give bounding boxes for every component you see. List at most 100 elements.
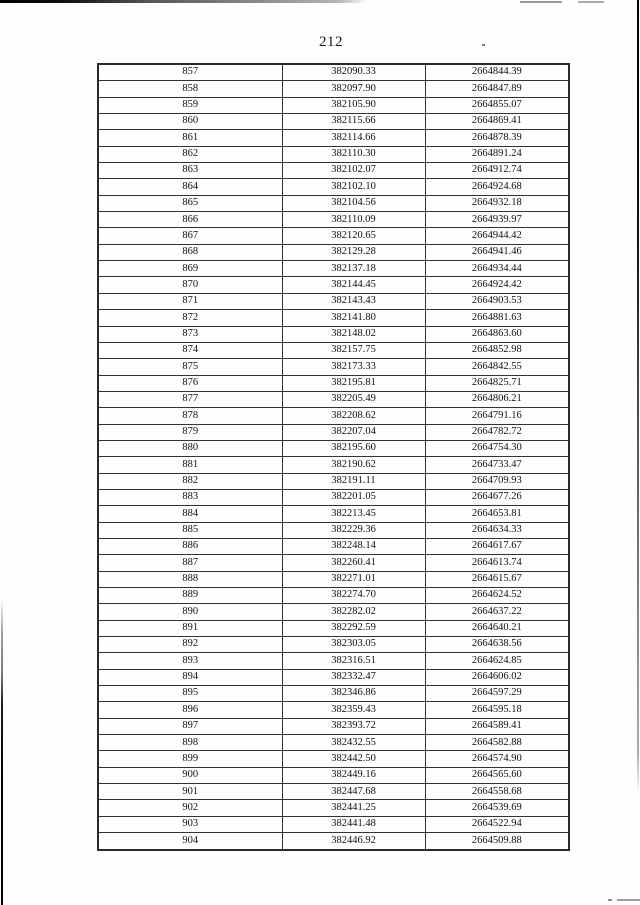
table-cell: 2664617.67 [424,537,570,556]
table-cell: 2664842.55 [424,358,570,376]
table-cell: 2664806.21 [424,390,570,409]
table-row: 879 382207.04 2664782.72 [97,423,570,441]
table-cell: 382090.33 [281,63,426,82]
table-cell: 896 [97,701,283,719]
table-row: 871 382143.43 2664903.53 [97,292,570,311]
table-cell: 382447.68 [281,783,426,801]
table-row: 858 382097.90 2664847.89 [97,80,570,98]
table-cell: 861 [97,129,283,147]
table-row: 882 382191.11 2664709.93 [97,472,570,490]
table-cell: 2664932.18 [424,194,570,213]
table-cell: 903 [97,815,283,834]
table-row: 862 382110.30 2664891.24 [97,145,570,164]
scan-artifact-right-edge [637,0,639,792]
table-cell: 2664791.16 [424,407,570,425]
table-cell: 382274.70 [281,586,426,605]
table-cell: 895 [97,685,283,703]
table-cell: 382097.90 [281,80,426,98]
table-cell: 382102.07 [281,162,426,180]
table-cell: 882 [97,472,283,490]
table-cell: 382316.51 [281,652,426,670]
table-cell: 901 [97,783,283,801]
table-row: 886 382248.14 2664617.67 [97,537,570,556]
table-row: 866 382110.09 2664939.97 [97,211,570,229]
table-cell: 871 [97,292,283,311]
table-cell: 382446.92 [281,832,426,850]
table-row: 887 382260.41 2664613.74 [97,554,570,572]
scan-artifact-left-edge [1,598,3,905]
table-cell: 382303.05 [281,636,426,654]
coordinate-table: 857 382090.33 2664844.39 858 382097.90 266484… [97,63,570,851]
table-cell: 872 [97,309,283,327]
table-cell: 2664509.88 [424,832,570,850]
table-cell: 2664934.44 [424,260,570,278]
table-cell: 881 [97,456,283,474]
table-row: 873 382148.02 2664863.60 [97,325,570,343]
table-cell: 2664847.89 [424,80,570,98]
table-row: 859 382105.90 2664855.07 [97,96,570,115]
table-cell: 2664613.74 [424,554,570,572]
table-cell: 382201.05 [281,488,426,507]
table-cell: 2664881.63 [424,309,570,327]
table-cell: 382143.43 [281,292,426,311]
table-row: 900 382449.16 2664565.60 [97,766,570,785]
table-cell: 382432.55 [281,734,426,752]
table-cell: 382141.80 [281,309,426,327]
table-cell: 2664595.18 [424,701,570,719]
table-cell: 2664863.60 [424,325,570,343]
table-cell: 382271.01 [281,570,426,589]
table-row: 898 382432.55 2664582.88 [97,734,570,752]
table-cell: 382441.48 [281,815,426,834]
table-cell: 889 [97,586,283,605]
table-cell: 884 [97,505,283,523]
table-row: 865 382104.56 2664932.18 [97,194,570,213]
table-cell: 382205.49 [281,390,426,409]
table-cell: 382148.02 [281,325,426,343]
table-cell: 892 [97,636,283,654]
table-cell: 382195.60 [281,439,426,458]
table-cell: 2664939.97 [424,211,570,229]
table-cell: 878 [97,407,283,425]
table-row: 897 382393.72 2664589.41 [97,717,570,736]
table-cell: 2664733.47 [424,456,570,474]
table-row: 861 382114.66 2664878.39 [97,129,570,147]
table-cell: 870 [97,276,283,294]
table-cell: 382292.59 [281,619,426,638]
table-row: 870 382144.45 2664924.42 [97,276,570,294]
page-number: 212 [319,34,343,50]
scan-artifact-top-edge [0,0,368,3]
table-cell: 382102.10 [281,178,426,196]
table-cell: 382105.90 [281,96,426,115]
table-cell: 2664941.46 [424,243,570,262]
table-cell: 382110.09 [281,211,426,229]
table-cell: 2664852.98 [424,341,570,360]
table-row: 880 382195.60 2664754.30 [97,439,570,458]
table-row: 863 382102.07 2664912.74 [97,162,570,180]
table-cell: 897 [97,717,283,736]
table-cell: 2664624.52 [424,586,570,605]
table-cell: 886 [97,537,283,556]
table-cell: 2664634.33 [424,521,570,539]
table-row: 899 382442.50 2664574.90 [97,750,570,768]
table-row: 891 382292.59 2664640.21 [97,619,570,638]
table-row: 901 382447.68 2664558.68 [97,783,570,801]
scan-artifact-bottom-dot [608,899,612,901]
table-cell: 880 [97,439,283,458]
table-cell: 382260.41 [281,554,426,572]
table-cell: 874 [97,341,283,360]
table-cell: 382207.04 [281,423,426,441]
table-cell: 382195.81 [281,374,426,392]
table-cell: 382157.75 [281,341,426,360]
table-cell: 382229.36 [281,521,426,539]
table-cell: 2664754.30 [424,439,570,458]
table-row: 857 382090.33 2664844.39 [97,63,570,82]
table-cell: 876 [97,374,283,392]
table-row: 883 382201.05 2664677.26 [97,488,570,507]
table-row: 875 382173.33 2664842.55 [97,358,570,376]
table-row: 885 382229.36 2664634.33 [97,521,570,539]
table-cell: 382191.11 [281,472,426,490]
table-cell: 879 [97,423,283,441]
table-row: 904 382446.92 2664509.88 [97,832,570,850]
table-row: 888 382271.01 2664615.67 [97,570,570,589]
table-cell: 863 [97,162,283,180]
